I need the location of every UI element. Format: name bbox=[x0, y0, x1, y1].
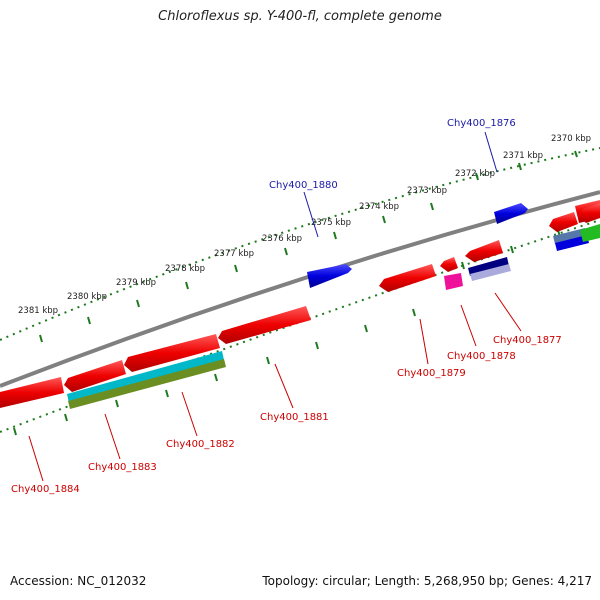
gene-chy400-1879[interactable] bbox=[379, 264, 436, 292]
leader-lines bbox=[28, 131, 522, 482]
map-title: Chloroflexus sp. Y-400-fl, complete geno… bbox=[158, 9, 442, 24]
gene-reverse-2370a[interactable] bbox=[549, 212, 578, 232]
gene-reverse-2370-blue[interactable] bbox=[555, 235, 589, 251]
kbp-label-2381: 2381 kbp bbox=[18, 306, 58, 316]
gene-chy400-1878-upper[interactable] bbox=[440, 257, 458, 272]
gene-chy400-1877-navy[interactable] bbox=[468, 257, 509, 276]
inner-major-ticks bbox=[13, 229, 561, 436]
gene-chy400-1877-lavender[interactable] bbox=[470, 264, 511, 281]
gene-label-chy400-1881[interactable]: Chy400_1881 bbox=[260, 412, 329, 423]
gene-chy400-1882-olive[interactable] bbox=[68, 359, 226, 409]
kbp-label-2371: 2371 kbp bbox=[503, 151, 543, 161]
kbp-label-2376: 2376 kbp bbox=[262, 234, 302, 244]
gene-chy400-1876[interactable] bbox=[494, 203, 528, 224]
gene-chy400-1884[interactable] bbox=[0, 377, 64, 408]
gene-label-chy400-1882[interactable]: Chy400_1882 bbox=[166, 439, 235, 450]
kbp-label-2378: 2378 kbp bbox=[165, 264, 205, 274]
kbp-label-2374: 2374 kbp bbox=[359, 202, 399, 212]
kbp-label-2380: 2380 kbp bbox=[67, 292, 107, 302]
gene-label-chy400-1878[interactable]: Chy400_1878 bbox=[447, 351, 516, 362]
gene-label-chy400-1879[interactable]: Chy400_1879 bbox=[397, 368, 466, 379]
accession-label: Accession: NC_012032 bbox=[10, 574, 147, 588]
gene-chy400-1882[interactable] bbox=[124, 334, 220, 372]
gene-reverse-2370-steel[interactable] bbox=[553, 228, 587, 244]
kbp-label-2375: 2375 kbp bbox=[311, 218, 351, 228]
gene-label-chy400-1880[interactable]: Chy400_1880 bbox=[269, 180, 338, 191]
gene-chy400-1880[interactable] bbox=[307, 264, 352, 288]
inner-tick-track bbox=[0, 219, 600, 433]
gene-reverse-2370b[interactable] bbox=[578, 203, 600, 223]
gene-chy400-1881[interactable] bbox=[218, 306, 311, 344]
outer-tick-track bbox=[0, 147, 600, 341]
kbp-label-2372: 2372 kbp bbox=[455, 169, 495, 179]
gene-chy400-1882-cyan[interactable] bbox=[67, 351, 224, 403]
gene-label-chy400-1884[interactable]: Chy400_1884 bbox=[11, 484, 80, 495]
topology-length-genes-label: Topology: circular; Length: 5,268,950 bp… bbox=[262, 574, 592, 588]
kbp-label-2370: 2370 kbp bbox=[551, 134, 591, 144]
kbp-label-2373: 2373 kbp bbox=[407, 186, 447, 196]
gene-reverse-2370-green[interactable] bbox=[580, 224, 600, 242]
gene-label-chy400-1876[interactable]: Chy400_1876 bbox=[447, 118, 516, 129]
gene-label-chy400-1877[interactable]: Chy400_1877 bbox=[493, 335, 562, 346]
kbp-label-2379: 2379 kbp bbox=[116, 278, 156, 288]
outer-major-ticks bbox=[39, 150, 578, 343]
gene-chy400-1883[interactable] bbox=[64, 360, 126, 392]
gene-chy400-1877-upper[interactable] bbox=[465, 240, 503, 262]
kbp-label-2377: 2377 kbp bbox=[214, 249, 254, 259]
gene-chy400-1878-magenta[interactable] bbox=[444, 273, 463, 290]
gene-label-chy400-1883[interactable]: Chy400_1883 bbox=[88, 462, 157, 473]
